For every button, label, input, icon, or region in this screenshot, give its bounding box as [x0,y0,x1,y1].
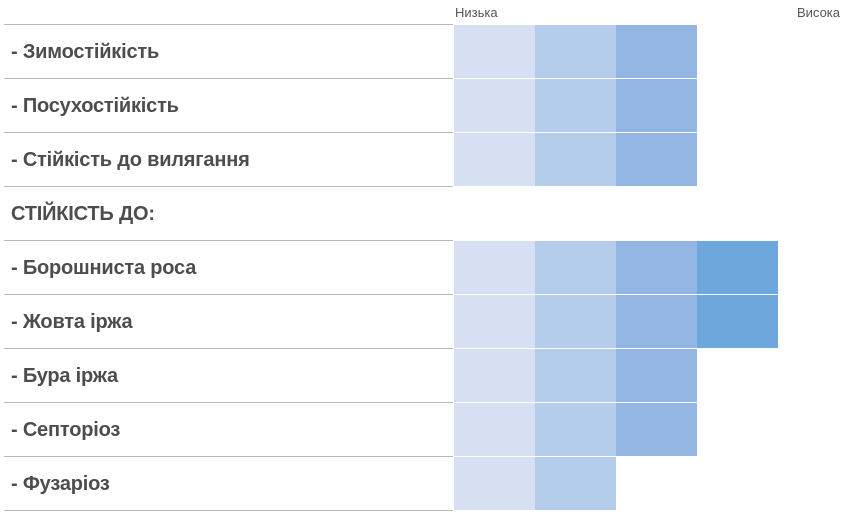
level-cell [454,457,535,510]
level-cell [616,133,697,186]
level-cell [535,25,616,78]
level-cell [535,241,616,294]
row-label: - Борошниста роса [11,257,197,279]
level-cell [616,295,697,348]
level-cell [535,403,616,456]
level-cell [454,241,535,294]
row-divider [4,402,453,403]
row-divider [4,240,453,241]
level-cell [697,295,778,348]
level-cell [454,403,535,456]
row-divider [4,132,453,133]
level-cell [454,295,535,348]
row-divider [4,348,453,349]
row-label: - Фузаріоз [11,473,110,495]
row-label: - Стійкість до вилягання [11,149,250,171]
level-cell [616,349,697,402]
level-cell [616,241,697,294]
level-cell [535,133,616,186]
level-cell [616,79,697,132]
level-cell [616,25,697,78]
row-divider [4,510,453,511]
level-cell [454,79,535,132]
level-cell [535,457,616,510]
scale-low-label: Низька [455,5,498,20]
level-cell [454,133,535,186]
level-cell [535,79,616,132]
row-label: - Бура іржа [11,365,118,387]
row-label: - Септоріоз [11,419,121,441]
row-divider [4,294,453,295]
level-cell [454,349,535,402]
level-cell [535,295,616,348]
row-label: - Зимостійкість [11,41,160,63]
level-cell [697,241,778,294]
section-header: СТІЙКІСТЬ ДО: [11,203,155,225]
level-cell [454,25,535,78]
scale-high-label: Висока [797,5,841,20]
row-label: - Жовта іржа [11,311,133,333]
row-divider [4,24,453,25]
row-divider [4,456,453,457]
row-divider [4,186,453,187]
row-divider [4,78,453,79]
level-cell [616,403,697,456]
level-cell [535,349,616,402]
row-label: - Посухостійкість [11,95,179,117]
